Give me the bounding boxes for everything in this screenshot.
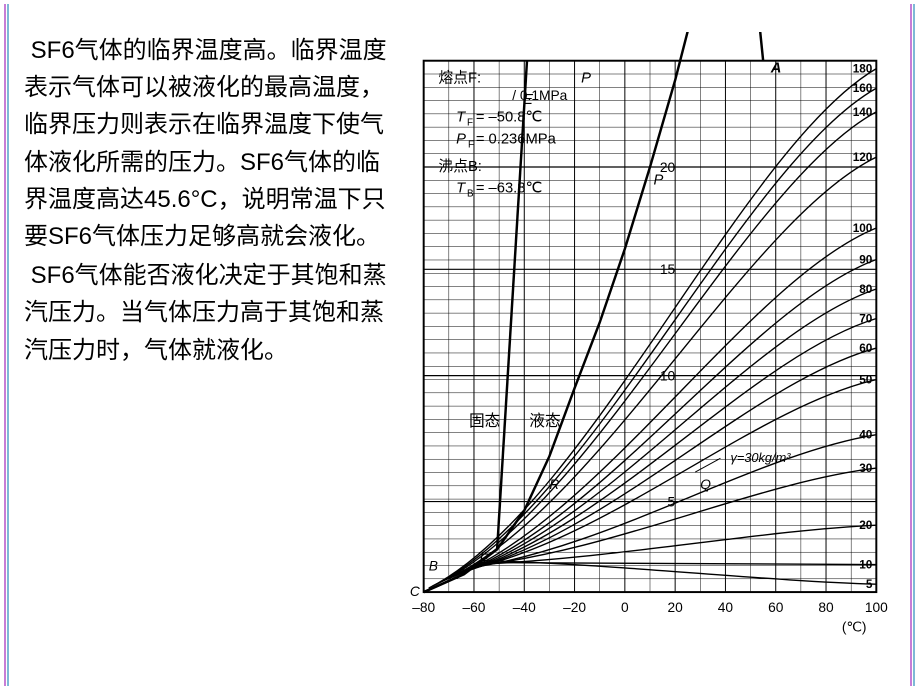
svg-text:/ 0.1MPa: / 0.1MPa [512, 88, 567, 103]
decorative-border-right [910, 4, 916, 686]
svg-text:P: P [653, 173, 663, 189]
svg-text:= –63.8℃: = –63.8℃ [476, 181, 542, 197]
svg-text:E: E [523, 92, 533, 108]
svg-text:–20: –20 [563, 600, 586, 615]
slide-content: ​ SF6气体的临界温度高。临界温度表示气体可以被液化的最高温度，临界压力则表示… [24, 32, 896, 670]
svg-text:40: 40 [718, 600, 734, 615]
decorative-border-left [4, 4, 10, 686]
svg-text:50: 50 [859, 372, 873, 386]
svg-text:沸点B:: 沸点B: [438, 158, 481, 175]
svg-text:液态: 液态 [529, 412, 561, 430]
svg-text:100: 100 [853, 221, 873, 235]
svg-text:T: T [456, 181, 466, 197]
svg-text:γ=30kg/m³: γ=30kg/m³ [730, 450, 791, 465]
svg-text:5: 5 [866, 577, 873, 591]
svg-text:–40: –40 [513, 600, 536, 615]
svg-text:60: 60 [768, 600, 784, 615]
svg-text:20: 20 [667, 600, 683, 615]
svg-text:60: 60 [859, 341, 873, 355]
svg-text:90: 90 [859, 252, 873, 266]
svg-text:A: A [770, 61, 782, 77]
phase-diagram: –80 –60 –40 –20 0 20 40 60 80 100 (℃) 5 10 15 20 180 160… [404, 32, 896, 670]
svg-text:40: 40 [859, 428, 873, 442]
svg-text:(℃): (℃) [842, 619, 867, 634]
svg-text:160: 160 [853, 81, 873, 95]
svg-text:10: 10 [660, 369, 676, 384]
svg-text:5: 5 [667, 494, 675, 509]
svg-text:R: R [549, 477, 559, 492]
text-pane: ​ SF6气体的临界温度高。临界温度表示气体可以被液化的最高温度，临界压力则表示… [24, 32, 404, 670]
svg-text:20: 20 [859, 518, 873, 532]
svg-text:15: 15 [660, 262, 676, 277]
svg-text:0: 0 [621, 600, 629, 615]
svg-text:30: 30 [859, 461, 873, 475]
svg-text:80: 80 [818, 600, 834, 615]
svg-text:B: B [467, 189, 474, 200]
svg-text:熔点F:: 熔点F: [438, 69, 481, 86]
svg-text:F: F [467, 118, 473, 129]
svg-text:180: 180 [853, 62, 873, 76]
svg-text:120: 120 [853, 150, 873, 164]
svg-text:T: T [456, 110, 466, 126]
svg-text:Q: Q [700, 477, 711, 492]
svg-text:–60: –60 [462, 600, 485, 615]
svg-text:F: F [468, 139, 474, 150]
svg-text:80: 80 [859, 282, 873, 296]
svg-text:10: 10 [859, 557, 873, 571]
svg-text:P: P [456, 131, 466, 147]
svg-text:140: 140 [853, 105, 873, 119]
svg-text:B: B [429, 558, 438, 573]
phase-diagram-svg: –80 –60 –40 –20 0 20 40 60 80 100 (℃) 5 10 15 20 180 160… [404, 32, 896, 670]
paragraph-2: ​ SF6气体能否液化决定于其饱和蒸汽压力。当气体压力高于其饱和蒸汽压力时，气体… [24, 257, 396, 369]
svg-text:= –50.8℃: = –50.8℃ [476, 110, 542, 126]
svg-text:= 0.236MPa: = 0.236MPa [476, 131, 557, 147]
svg-text:P: P [581, 70, 591, 86]
svg-text:100: 100 [865, 600, 888, 615]
svg-text:C: C [410, 584, 421, 599]
svg-text:固态: 固态 [469, 412, 501, 430]
svg-text:–80: –80 [412, 600, 435, 615]
paragraph-1: ​ SF6气体的临界温度高。临界温度表示气体可以被液化的最高温度，临界压力则表示… [24, 32, 396, 255]
svg-text:70: 70 [859, 311, 873, 325]
